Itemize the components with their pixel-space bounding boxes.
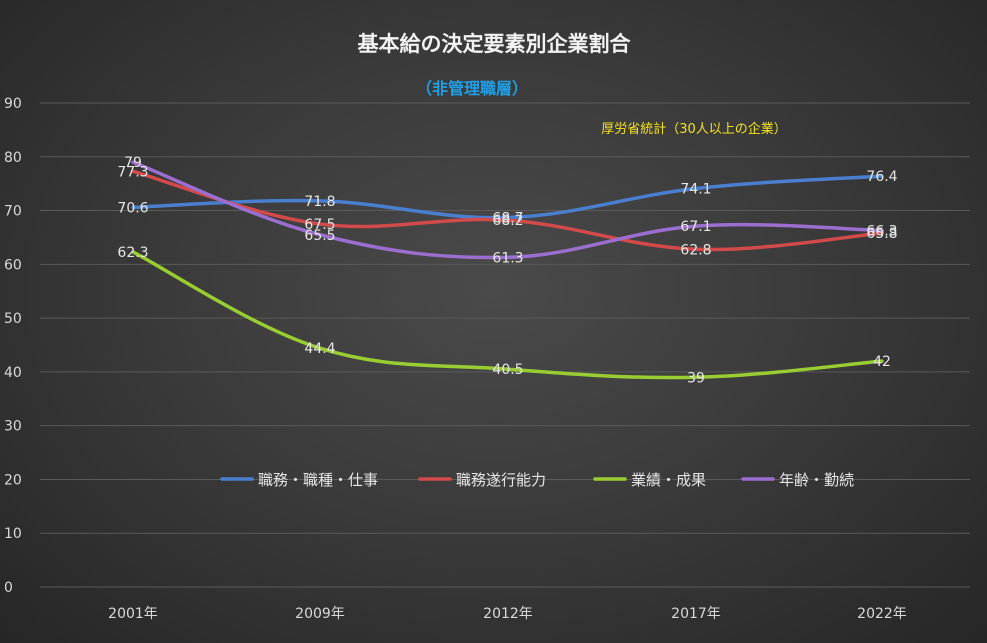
x-tick-label: 2022年 bbox=[857, 606, 907, 622]
data-label: 42 bbox=[873, 354, 891, 370]
y-axis-ticks: 0 10 20 30 40 50 60 70 80 90 bbox=[4, 96, 22, 596]
y-tick-label: 10 bbox=[4, 526, 22, 542]
data-label: 65.8 bbox=[866, 226, 897, 242]
y-tick-label: 0 bbox=[4, 580, 13, 596]
data-label: 79 bbox=[124, 155, 142, 171]
series-line bbox=[131, 160, 884, 260]
y-tick-label: 50 bbox=[4, 311, 22, 327]
data-label: 39 bbox=[687, 370, 705, 386]
chart-subtitle: （非管理職層） bbox=[416, 79, 528, 98]
x-tick-label: 2017年 bbox=[671, 606, 721, 622]
data-label: 66.3 bbox=[866, 223, 897, 239]
y-tick-label: 30 bbox=[4, 419, 22, 435]
legend: 職務・職種・仕事 職務遂行能力 業績・成果 年齢・勤続 bbox=[220, 471, 854, 489]
series-line bbox=[131, 174, 884, 220]
x-tick-label: 2012年 bbox=[483, 606, 533, 622]
y-tick-label: 20 bbox=[4, 472, 22, 488]
data-labels: 70.6 71.8 68.7 74.1 76.4 77.3 67.5 68.2 62.8 65.8… bbox=[117, 155, 897, 386]
legend-label: 職務・職種・仕事 bbox=[258, 471, 378, 489]
chart-annotation: 厚労省統計（30人以上の企業） bbox=[601, 121, 787, 137]
x-tick-label: 2009年 bbox=[295, 606, 345, 622]
y-tick-label: 60 bbox=[4, 257, 22, 273]
data-label: 68.2 bbox=[492, 213, 523, 229]
chart-title: 基本給の決定要素別企業割合 bbox=[358, 32, 632, 56]
data-label: 74.1 bbox=[680, 182, 711, 198]
y-tick-label: 80 bbox=[4, 150, 22, 166]
series-line bbox=[131, 250, 884, 380]
data-label: 62.8 bbox=[680, 242, 711, 258]
data-label: 77.3 bbox=[117, 164, 148, 180]
x-axis-ticks: 2001年 2009年 2012年 2017年 2022年 bbox=[108, 606, 907, 622]
data-label: 67.5 bbox=[304, 217, 335, 233]
gridlines bbox=[40, 102, 970, 588]
x-tick-label: 2001年 bbox=[108, 606, 158, 622]
data-label: 71.8 bbox=[304, 194, 335, 210]
y-tick-label: 40 bbox=[4, 365, 22, 381]
data-label: 61.3 bbox=[492, 250, 523, 266]
data-label: 65.5 bbox=[304, 228, 335, 244]
data-label: 40.5 bbox=[492, 362, 523, 378]
y-tick-label: 90 bbox=[4, 96, 22, 112]
legend-label: 職務遂行能力 bbox=[456, 471, 546, 489]
data-label: 68.7 bbox=[492, 211, 523, 227]
data-label: 76.4 bbox=[866, 169, 897, 185]
series-line bbox=[131, 169, 884, 252]
legend-label: 年齢・勤続 bbox=[779, 471, 854, 489]
series-lines bbox=[131, 160, 884, 380]
data-label: 70.6 bbox=[117, 200, 148, 216]
data-label: 44.4 bbox=[304, 341, 335, 357]
legend-label: 業績・成果 bbox=[631, 471, 706, 489]
data-label: 62.3 bbox=[117, 245, 148, 261]
data-label: 67.1 bbox=[680, 219, 711, 235]
y-tick-label: 70 bbox=[4, 204, 22, 220]
